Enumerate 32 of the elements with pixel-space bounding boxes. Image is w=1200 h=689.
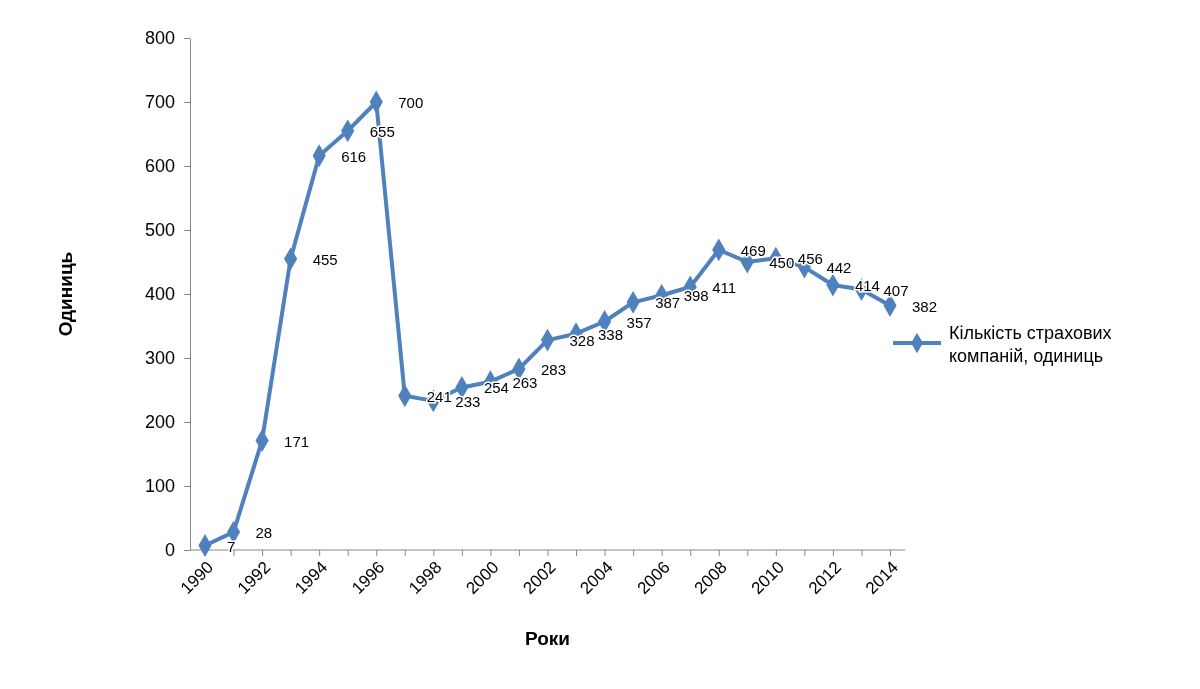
- y-tick-label: 700: [144, 92, 175, 113]
- data-label: 455: [312, 250, 338, 268]
- data-label: 456: [797, 250, 823, 268]
- data-label: 263: [512, 373, 538, 391]
- data-label: 382: [912, 297, 938, 315]
- y-tick-label: 100: [144, 476, 175, 497]
- y-tick-label: 300: [144, 348, 175, 369]
- data-label: 328: [569, 332, 595, 350]
- y-tick-label: 0: [164, 540, 175, 561]
- data-label: 700: [398, 94, 424, 111]
- data-label: 469: [740, 241, 766, 259]
- data-label: 387: [655, 294, 681, 312]
- data-label: 233: [455, 392, 481, 410]
- legend-label: Кількість страхових компаній, одиниць: [949, 323, 1112, 366]
- data-label: 7: [227, 537, 236, 555]
- y-tick-label: 600: [144, 156, 175, 177]
- data-label: 338: [598, 325, 624, 343]
- y-tick-label: 500: [144, 220, 175, 241]
- data-label: 411: [712, 278, 737, 296]
- y-tick-label: 200: [144, 412, 175, 433]
- data-label: 357: [626, 313, 652, 331]
- data-label: 398: [683, 287, 709, 305]
- data-label: 407: [883, 281, 909, 299]
- x-axis-title: Роки: [525, 628, 570, 649]
- data-label: 616: [341, 147, 367, 165]
- data-label: 442: [826, 259, 852, 277]
- y-tick-label: 800: [144, 28, 175, 49]
- y-tick-label: 400: [144, 284, 175, 305]
- data-label: 171: [284, 432, 310, 450]
- data-label: 283: [540, 360, 566, 378]
- y-axis-title: Одиниць: [55, 251, 76, 337]
- data-label: 28: [255, 524, 273, 542]
